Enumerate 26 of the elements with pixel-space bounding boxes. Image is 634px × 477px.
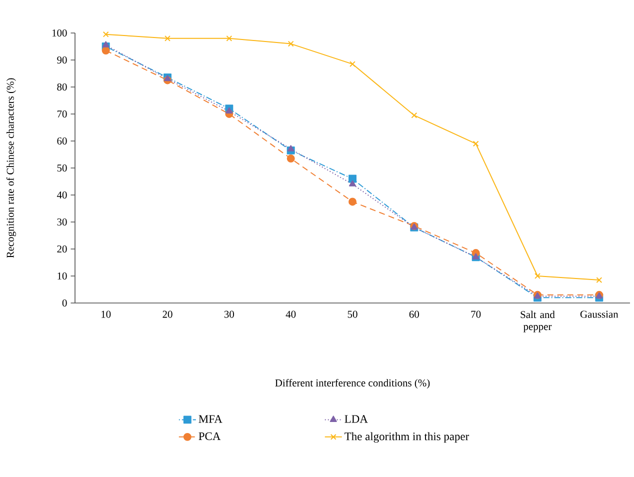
- y-tick-label: 70: [57, 110, 67, 118]
- x-tick-label: 10: [102, 310, 111, 318]
- x-tick-label: Gaussian: [580, 310, 618, 318]
- x-axis-title: Different interference conditions (%): [275, 378, 430, 389]
- y-tick-label: 100: [52, 29, 67, 37]
- x-tick-label: 60: [409, 310, 419, 318]
- y-tick-label: 30: [57, 218, 67, 226]
- y-tick-label: 10: [58, 272, 67, 280]
- y-tick-label: 0: [62, 299, 67, 307]
- legend-label: LDA: [344, 415, 368, 423]
- y-tick-label: 40: [56, 191, 67, 199]
- y-tick-label: 80: [57, 83, 67, 91]
- legend-label: The algorithm in this paper: [344, 432, 470, 443]
- x-tick-label: 40: [286, 310, 296, 318]
- x-tick-label: 70: [471, 310, 481, 318]
- y-tick-label: 20: [57, 245, 67, 253]
- y-tick-label: 60: [57, 137, 67, 145]
- y-tick-label: 90: [57, 56, 67, 64]
- x-tick-label: 20: [162, 310, 172, 318]
- x-tick-label: Salt and pepper: [520, 310, 555, 332]
- legend-label: PCA: [198, 432, 221, 440]
- legend-label: MFA: [198, 415, 222, 423]
- y-axis-title: Recognition rate of Chinese characters (%): [6, 78, 16, 258]
- x-tick-label: 30: [224, 310, 234, 318]
- y-tick-label: 50: [57, 164, 67, 172]
- x-tick-label: 50: [348, 310, 358, 318]
